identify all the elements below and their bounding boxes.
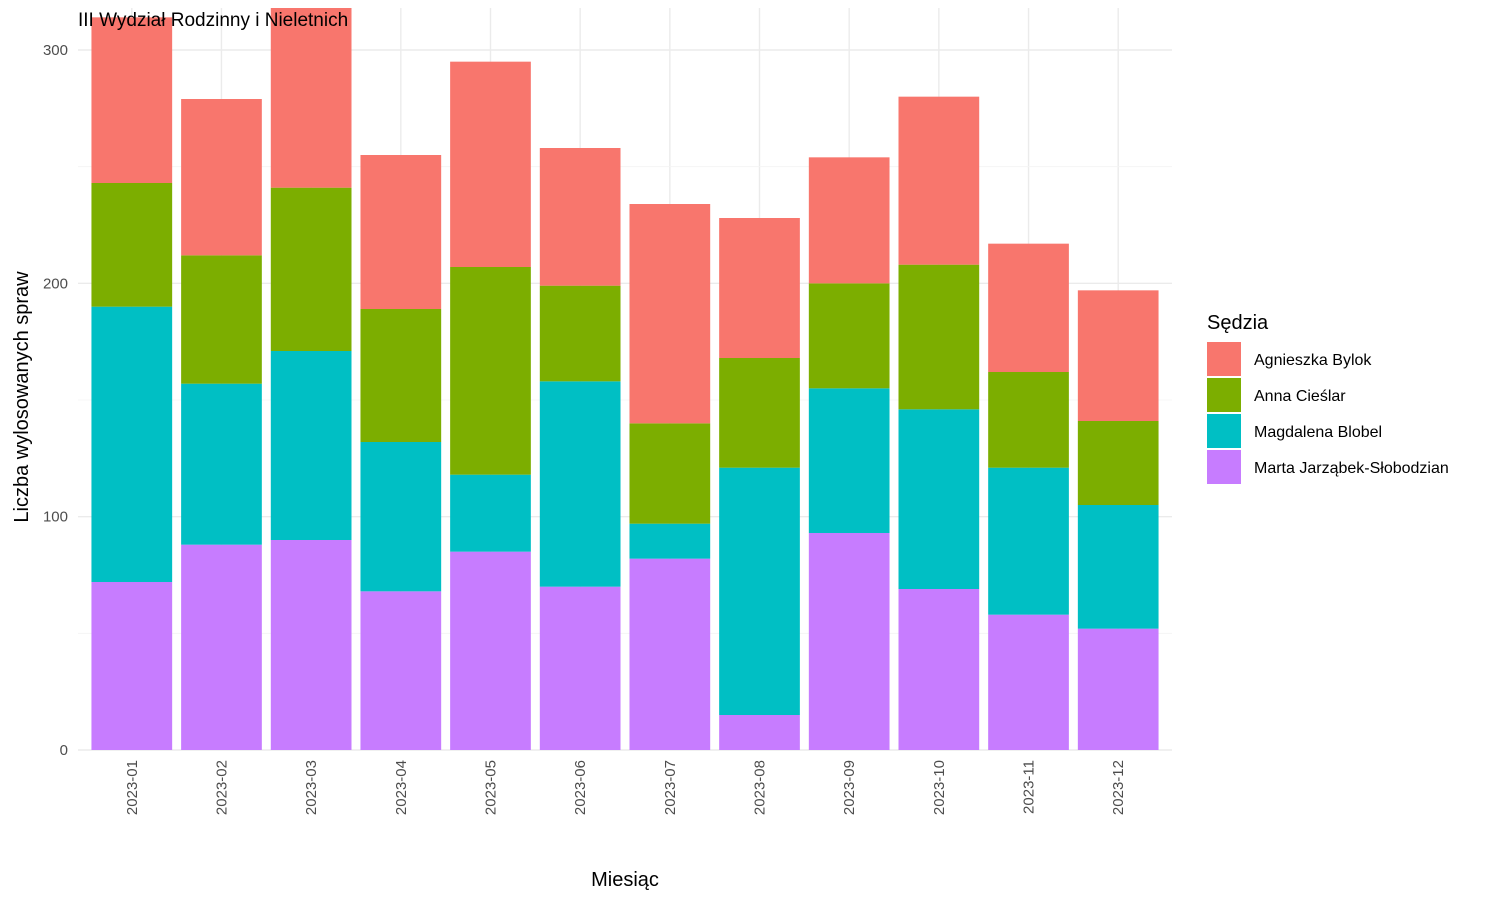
x-tick-label: 2023-03 (303, 760, 320, 815)
x-tick-label: 2023-02 (213, 760, 230, 815)
bar-segment (91, 183, 173, 307)
bar-segment (808, 157, 890, 284)
bar-segment (808, 283, 890, 389)
bar-segment (539, 148, 621, 286)
x-tick-label: 2023-07 (662, 760, 679, 815)
bar-segment (898, 589, 980, 750)
legend-label: Agnieszka Bylok (1254, 352, 1372, 369)
bar-segment (898, 96, 980, 265)
chart-title: III Wydział Rodzinny i Nieletnich (78, 10, 348, 31)
bar-segment (270, 187, 352, 351)
x-axis-ticks: 2023-01 2023-02 2023-03 2023-04 2023-05 2023-… (124, 760, 1127, 815)
bar-segment (270, 540, 352, 750)
y-tick-label: 200 (43, 275, 68, 292)
bar-segment (91, 582, 173, 750)
legend-label: Anna Cieślar (1254, 388, 1346, 405)
legend-items: Agnieszka Bylok Anna Cieślar Magdalena Blo… (1207, 342, 1449, 484)
bar-segment (450, 61, 531, 267)
legend: Sędzia Agnieszka Bylok Anna Cieślar Magdal… (1207, 312, 1449, 484)
legend-title: Sędzia (1207, 312, 1269, 334)
x-axis-title: Miesiąc (591, 869, 659, 891)
y-tick-label: 100 (43, 509, 68, 526)
bar-segment (629, 204, 711, 424)
bar-segment (181, 383, 262, 545)
bar-segment (719, 715, 800, 750)
bar-segment (91, 17, 173, 184)
bar-segment (719, 358, 800, 468)
bar-segment (181, 255, 262, 384)
x-tick-label: 2023-12 (1110, 760, 1127, 815)
x-tick-label: 2023-04 (393, 760, 410, 815)
bar-segment (360, 155, 442, 309)
legend-label: Magdalena Blobel (1254, 424, 1382, 441)
bar-segment (450, 551, 531, 750)
bar-segment (181, 99, 262, 256)
legend-label: Marta Jarząbek-Słobodzian (1254, 460, 1449, 477)
bar-segment (988, 372, 1069, 468)
bar-segment (270, 351, 352, 540)
bar-segment (898, 409, 980, 589)
bar-segment (629, 558, 711, 750)
legend-key (1207, 378, 1241, 412)
bar-segment (988, 467, 1069, 615)
legend-key (1207, 450, 1241, 484)
bar-segment (629, 423, 711, 524)
legend-key (1207, 414, 1241, 448)
bar-segment (539, 285, 621, 382)
x-tick-label: 2023-01 (124, 760, 141, 815)
bar-segment (808, 533, 890, 750)
bars-layer (91, 8, 1159, 750)
x-tick-label: 2023-10 (931, 760, 948, 815)
bar-segment (539, 381, 621, 587)
bar-segment (360, 442, 442, 592)
bar-segment (1077, 505, 1159, 629)
y-tick-label: 300 (43, 42, 68, 59)
bar-segment (719, 467, 800, 715)
bar-segment (450, 267, 531, 475)
bar-segment (1077, 290, 1159, 421)
y-tick-label: 0 (60, 742, 68, 759)
bar-segment (1077, 421, 1159, 505)
bar-segment (1077, 628, 1159, 750)
bar-segment (808, 388, 890, 533)
bar-segment (539, 586, 621, 750)
bar-segment (450, 474, 531, 552)
bar-segment (988, 243, 1069, 372)
x-tick-label: 2023-08 (752, 760, 769, 815)
bar-segment (629, 523, 711, 559)
bar-segment (898, 264, 980, 410)
x-tick-label: 2023-05 (482, 760, 499, 815)
x-tick-label: 2023-11 (1021, 760, 1038, 814)
y-axis-title: Liczba wylosowanych spraw (11, 271, 33, 523)
x-tick-label: 2023-06 (572, 760, 589, 815)
bar-segment (360, 309, 442, 442)
bar-segment (360, 591, 442, 750)
bar-segment (270, 8, 352, 188)
bar-segment (988, 614, 1069, 750)
legend-key (1207, 342, 1241, 376)
bar-segment (719, 218, 800, 358)
y-axis-ticks: 0 100 200 300 (43, 42, 68, 759)
bar-segment (181, 544, 262, 750)
bar-segment (91, 306, 173, 582)
x-tick-label: 2023-09 (841, 760, 858, 815)
